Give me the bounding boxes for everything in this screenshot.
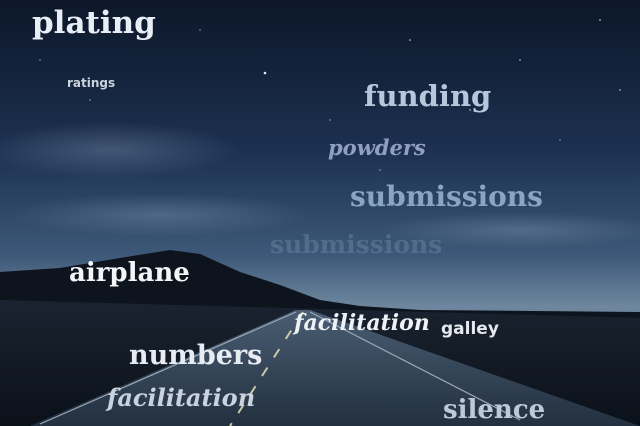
word-galley: galley [441, 319, 499, 339]
road-center-line [229, 311, 304, 426]
road [30, 310, 640, 426]
word-funding: funding [364, 79, 492, 113]
word-airplane: airplane [69, 258, 190, 288]
word-facilitation-lower: facilitation [107, 383, 256, 412]
word-facilitation: facilitation [294, 310, 430, 336]
word-powders: powders [328, 135, 426, 160]
word-submissions-faded: submissions [270, 230, 443, 259]
cloud [380, 212, 640, 248]
word-ratings: ratings [67, 76, 116, 90]
word-silence: silence [443, 395, 546, 425]
word-plating: plating [32, 5, 156, 41]
road-edge-line [39, 311, 297, 425]
cloud [10, 193, 310, 237]
road-edge-line [309, 311, 521, 421]
word-submissions: submissions [350, 180, 543, 213]
stars [39, 19, 621, 171]
word-numbers: numbers [129, 340, 263, 371]
cloud [0, 122, 240, 178]
